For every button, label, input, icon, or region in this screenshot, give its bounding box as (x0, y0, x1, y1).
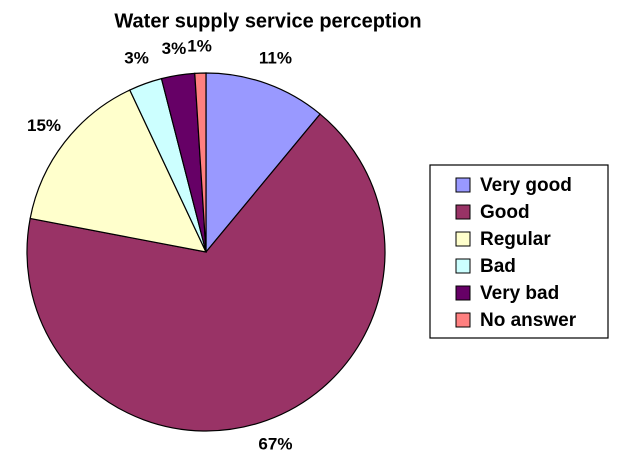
legend-label: Good (480, 202, 530, 223)
data-label: 1% (187, 37, 212, 56)
data-label: 15% (27, 116, 61, 135)
legend-box (429, 164, 609, 339)
legend-swatch (455, 285, 471, 301)
legend-label: Bad (480, 256, 516, 277)
legend-label: Regular (480, 229, 551, 250)
data-label: 3% (162, 39, 187, 58)
legend-label: Very bad (480, 283, 559, 304)
legend-swatch (455, 231, 471, 247)
legend-swatch (455, 312, 471, 328)
legend-label: No answer (480, 310, 577, 331)
pie-slice (26, 113, 386, 432)
pie-slice (194, 72, 207, 253)
pie-slice (205, 72, 321, 254)
chart-title: Water supply service perception (114, 10, 421, 32)
legend-swatch (455, 177, 471, 193)
pie-slice (29, 89, 208, 253)
legend-swatch (455, 204, 471, 220)
data-label: 3% (124, 49, 149, 68)
legend-swatch (455, 258, 471, 274)
legend-label: Very good (480, 175, 572, 196)
data-label: 11% (259, 49, 292, 68)
data-label: 67% (258, 434, 292, 453)
